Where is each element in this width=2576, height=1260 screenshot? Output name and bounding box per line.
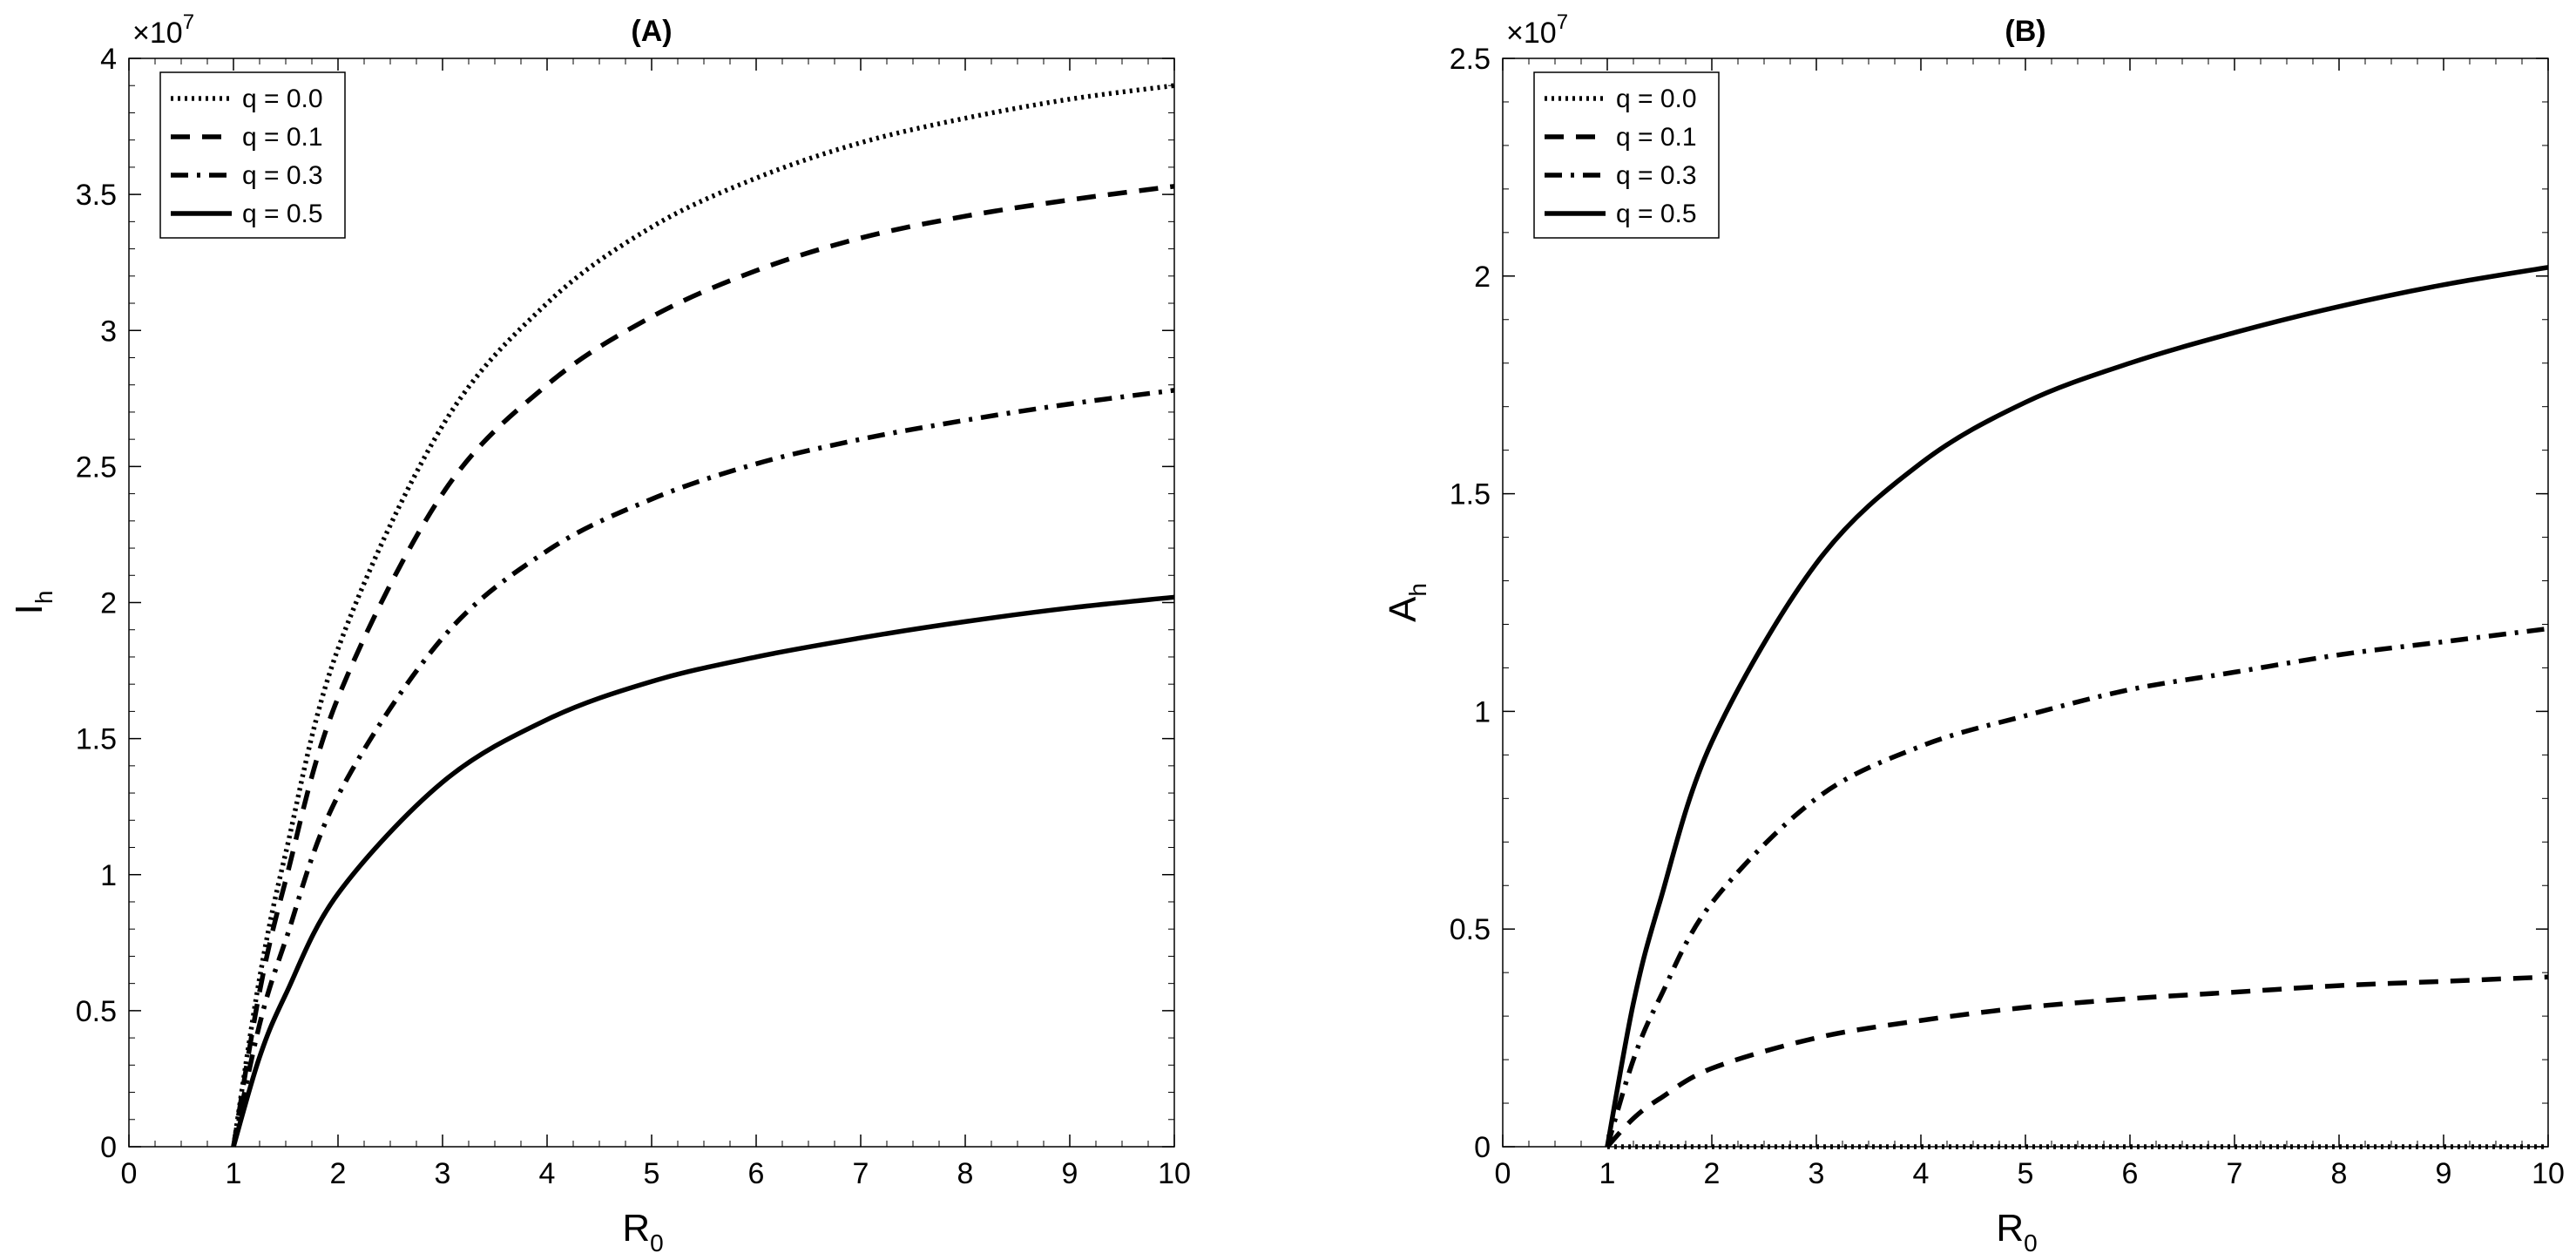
legend-label: q = 0.3 bbox=[242, 161, 323, 190]
x-tick-label: 10 bbox=[2532, 1157, 2565, 1190]
y-tick-label: 2.5 bbox=[1450, 43, 1491, 76]
y-multiplier: ×107 bbox=[1506, 10, 1568, 50]
y-multiplier-exponent: 7 bbox=[183, 10, 194, 34]
x-tick-label: 0 bbox=[121, 1157, 138, 1190]
y-tick-label: 3 bbox=[100, 315, 117, 348]
series-group bbox=[1607, 268, 2548, 1147]
x-tick-label: 2 bbox=[330, 1157, 347, 1190]
y-tick-label: 4 bbox=[100, 43, 117, 76]
x-tick-label: 2 bbox=[1704, 1157, 1721, 1190]
series-line-01 bbox=[1607, 977, 2548, 1147]
y-tick-label: 1 bbox=[1474, 695, 1491, 728]
y-tick-label: 3.5 bbox=[76, 179, 117, 212]
x-tick-label: 9 bbox=[2436, 1157, 2452, 1190]
y-multiplier-exponent: 7 bbox=[1557, 10, 1568, 34]
y-tick-label: 1.5 bbox=[1450, 478, 1491, 511]
x-tick-label: 4 bbox=[1913, 1157, 1930, 1190]
y-tick-label: 0.5 bbox=[1450, 913, 1491, 946]
x-axis-label-main: R bbox=[1996, 1207, 2024, 1250]
y-axis-label-main: A bbox=[1382, 596, 1424, 622]
x-tick-label: 6 bbox=[748, 1157, 765, 1190]
figure: 0 1 2 3 4 5 6 7 8 9 1000.511.522.533.54×107 (A)R0Ih… bbox=[0, 0, 2576, 1260]
x-tick-label: 1 bbox=[1599, 1157, 1616, 1190]
y-multiplier: ×107 bbox=[132, 10, 194, 50]
legend-label: q = 0.3 bbox=[1616, 161, 1697, 190]
y-tick-label: 2 bbox=[1474, 261, 1491, 294]
x-tick-label: 1 bbox=[226, 1157, 242, 1190]
x-axis-label: R0 bbox=[622, 1207, 663, 1257]
y-tick-label: 2 bbox=[100, 587, 117, 620]
y-tick-label: 0 bbox=[100, 1131, 117, 1164]
y-tick-label: 2.5 bbox=[76, 450, 117, 484]
legend-label: q = 0.1 bbox=[1616, 123, 1697, 152]
series-line-03 bbox=[233, 390, 1174, 1147]
x-tick-label: 4 bbox=[539, 1157, 556, 1190]
x-tick-label: 7 bbox=[2227, 1157, 2243, 1190]
series-group bbox=[233, 85, 1174, 1147]
x-tick-label: 10 bbox=[1158, 1157, 1191, 1190]
y-tick-label: 0 bbox=[1474, 1131, 1491, 1164]
y-multiplier-base: ×10 bbox=[1506, 17, 1557, 50]
y-axis-label-main: I bbox=[8, 604, 51, 614]
x-tick-label: 5 bbox=[644, 1157, 660, 1190]
x-axis-label-sub: 0 bbox=[650, 1230, 664, 1257]
x-tick-label: 7 bbox=[853, 1157, 869, 1190]
legend-label: q = 0.0 bbox=[242, 85, 323, 113]
x-tick-label: 3 bbox=[435, 1157, 451, 1190]
series-line-05 bbox=[233, 597, 1174, 1147]
legend-label: q = 0.1 bbox=[242, 123, 323, 152]
y-axis-label: Ah bbox=[1382, 583, 1431, 622]
x-tick-label: 3 bbox=[1809, 1157, 1825, 1190]
y-tick-label: 1 bbox=[100, 859, 117, 892]
y-multiplier-base: ×10 bbox=[132, 17, 183, 50]
series-line-05 bbox=[1607, 268, 2548, 1147]
x-axis-label-main: R bbox=[622, 1207, 650, 1250]
x-axis-label: R0 bbox=[1996, 1207, 2037, 1257]
chart-title: (B) bbox=[2005, 15, 2045, 48]
y-tick-label: 0.5 bbox=[76, 995, 117, 1028]
x-tick-label: 5 bbox=[2018, 1157, 2034, 1190]
x-tick-label: 9 bbox=[1062, 1157, 1078, 1190]
legend-label: q = 0.5 bbox=[242, 200, 323, 228]
x-tick-label: 8 bbox=[957, 1157, 974, 1190]
y-tick-label: 1.5 bbox=[76, 723, 117, 756]
series-line-03 bbox=[1607, 629, 2548, 1148]
x-tick-label: 6 bbox=[2122, 1157, 2139, 1190]
chart-title: (A) bbox=[631, 15, 672, 48]
x-tick-label: 8 bbox=[2331, 1157, 2348, 1190]
x-axis-label-sub: 0 bbox=[2024, 1230, 2038, 1257]
y-axis-label: Ih bbox=[8, 591, 57, 615]
y-axis-label-sub: h bbox=[30, 591, 57, 605]
legend-label: q = 0.0 bbox=[1616, 85, 1697, 113]
legend-label: q = 0.5 bbox=[1616, 200, 1697, 228]
y-axis-label-sub: h bbox=[1404, 583, 1431, 597]
x-tick-label: 0 bbox=[1495, 1157, 1511, 1190]
